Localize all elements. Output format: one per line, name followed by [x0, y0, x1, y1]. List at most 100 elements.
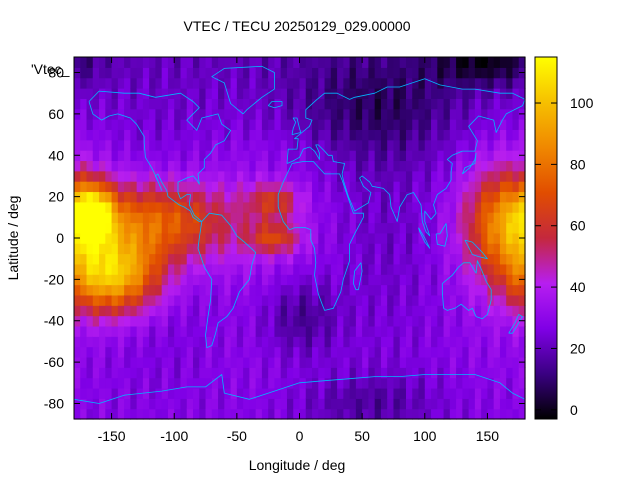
- heatmap-cell: [355, 222, 363, 234]
- heatmap-cell: [136, 160, 144, 172]
- heatmap-cell: [274, 325, 282, 337]
- heatmap-cell: [174, 356, 182, 368]
- heatmap-cell: [236, 294, 244, 306]
- heatmap-cell: [405, 139, 413, 151]
- heatmap-cell: [462, 212, 470, 224]
- heatmap-cell: [230, 88, 238, 99]
- heatmap-cell: [405, 108, 413, 120]
- heatmap-cell: [142, 253, 150, 265]
- heatmap-cell: [136, 150, 144, 162]
- heatmap-cell: [362, 232, 369, 244]
- heatmap-cell: [86, 294, 94, 306]
- heatmap-cell: [374, 232, 382, 244]
- heatmap-cell: [424, 88, 432, 99]
- heatmap-cell: [117, 201, 125, 213]
- heatmap-cell: [218, 150, 225, 162]
- heatmap-cell: [418, 243, 426, 255]
- heatmap-cell: [180, 284, 188, 296]
- heatmap-cell: [362, 67, 369, 79]
- heatmap-cell: [111, 222, 119, 234]
- heatmap-cell: [180, 222, 188, 234]
- heatmap-cell: [499, 212, 507, 224]
- heatmap-cell: [456, 77, 463, 89]
- heatmap-cell: [161, 263, 169, 275]
- heatmap-cell: [387, 119, 395, 130]
- heatmap-cell: [349, 346, 357, 358]
- heatmap-cell: [437, 243, 445, 255]
- heatmap-cell: [512, 408, 520, 420]
- heatmap-cell: [443, 119, 451, 130]
- heatmap-cell: [243, 67, 250, 79]
- heatmap-cell: [236, 108, 244, 120]
- heatmap-cell: [142, 336, 150, 348]
- heatmap-cell: [449, 325, 457, 337]
- heatmap-cell: [130, 150, 138, 162]
- heatmap-cell: [380, 367, 388, 379]
- heatmap-cell: [86, 119, 94, 130]
- heatmap-cell: [437, 253, 445, 265]
- heatmap-cell: [362, 150, 369, 162]
- heatmap-cell: [481, 88, 489, 99]
- heatmap-cell: [130, 170, 138, 182]
- heatmap-cell: [111, 325, 119, 337]
- heatmap-cell: [180, 129, 188, 141]
- heatmap-cell: [318, 315, 326, 327]
- heatmap-cell: [437, 336, 445, 348]
- heatmap-cell: [105, 119, 113, 130]
- heatmap-cell: [218, 367, 225, 379]
- heatmap-cell: [474, 274, 482, 286]
- heatmap-cell: [224, 243, 232, 255]
- heatmap-cell: [424, 294, 432, 306]
- heatmap-cell: [211, 77, 219, 89]
- heatmap-cell: [80, 274, 88, 286]
- heatmap-cell: [324, 263, 332, 275]
- heatmap-cell: [330, 98, 338, 110]
- heatmap-cell: [268, 315, 276, 327]
- heatmap-cell: [506, 356, 514, 368]
- heatmap-cell: [293, 356, 301, 368]
- heatmap-cell: [337, 387, 344, 399]
- heatmap-cell: [111, 212, 119, 224]
- heatmap-cell: [499, 356, 507, 368]
- heatmap-cell: [92, 398, 100, 410]
- heatmap-cell: [299, 67, 307, 79]
- heatmap-cell: [412, 108, 420, 120]
- heatmap-cell: [305, 67, 313, 79]
- heatmap-cell: [456, 305, 463, 317]
- heatmap-cell: [236, 377, 244, 389]
- heatmap-cell: [218, 243, 225, 255]
- heatmap-cell: [293, 139, 301, 151]
- heatmap-cell: [487, 129, 495, 141]
- heatmap-cell: [136, 274, 144, 286]
- heatmap-cell: [456, 67, 463, 79]
- heatmap-cell: [186, 294, 194, 306]
- heatmap-cell: [268, 191, 276, 203]
- heatmap-cell: [167, 201, 175, 213]
- heatmap-cell: [368, 181, 376, 193]
- heatmap-cell: [418, 181, 426, 193]
- heatmap-cell: [474, 181, 482, 193]
- heatmap-cell: [180, 325, 188, 337]
- heatmap-cell: [124, 212, 131, 224]
- heatmap-cell: [355, 129, 363, 141]
- heatmap-cell: [74, 170, 81, 182]
- heatmap-cell: [374, 181, 382, 193]
- heatmap-cell: [142, 315, 150, 327]
- heatmap-cell: [393, 377, 401, 389]
- heatmap-cell: [236, 170, 244, 182]
- heatmap-cell: [499, 274, 507, 286]
- heatmap-cell: [368, 336, 376, 348]
- heatmap-cell: [374, 305, 382, 317]
- heatmap-cell: [155, 108, 163, 120]
- heatmap-cell: [161, 336, 169, 348]
- heatmap-cell: [293, 191, 301, 203]
- heatmap-cell: [293, 315, 301, 327]
- heatmap-cell: [130, 305, 138, 317]
- heatmap-cell: [312, 77, 319, 89]
- heatmap-cell: [186, 243, 194, 255]
- heatmap-cell: [136, 243, 144, 255]
- heatmap-cell: [399, 108, 407, 120]
- heatmap-cell: [324, 367, 332, 379]
- coastline-path: [211, 65, 275, 115]
- heatmap-cell: [224, 191, 232, 203]
